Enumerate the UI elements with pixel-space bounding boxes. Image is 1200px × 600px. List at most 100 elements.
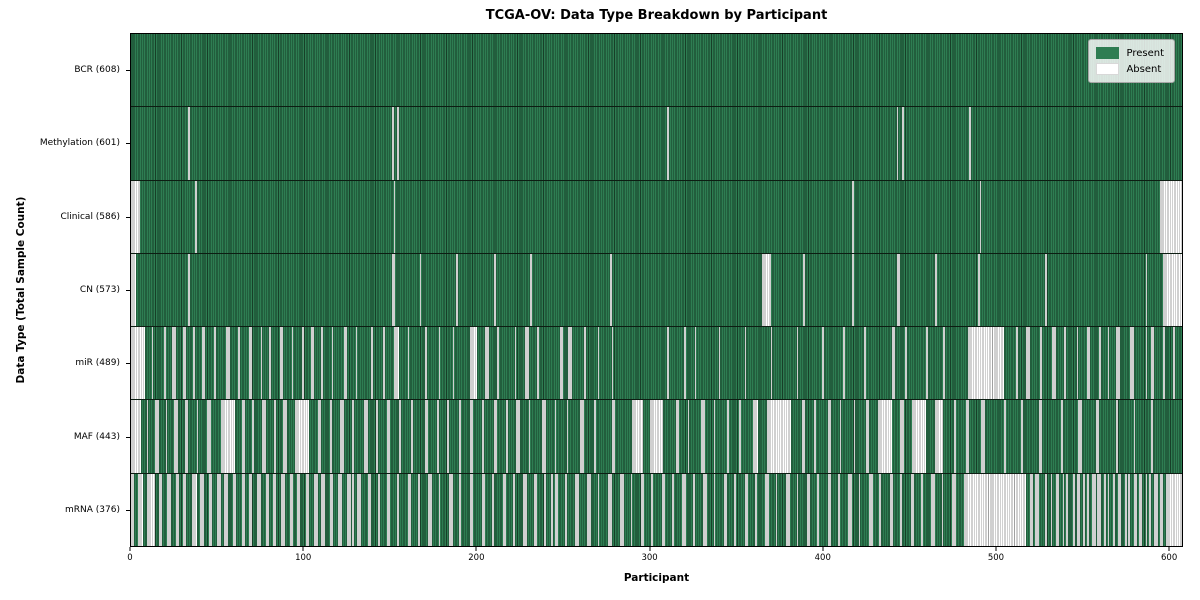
absent-segment bbox=[376, 400, 379, 473]
absent-segment bbox=[718, 327, 721, 400]
absent-segment bbox=[260, 327, 263, 400]
absent-segment bbox=[296, 473, 301, 546]
absent-segment bbox=[191, 473, 197, 546]
absent-segment bbox=[1133, 400, 1136, 473]
absent-segment bbox=[713, 400, 716, 473]
absent-segment bbox=[398, 400, 401, 473]
absent-segment bbox=[481, 473, 486, 546]
absent-segment bbox=[252, 400, 254, 473]
absent-segment bbox=[1062, 473, 1065, 546]
y-tick-label-miR: miR (489) bbox=[75, 358, 120, 369]
absent-segment bbox=[926, 327, 928, 400]
absent-segment bbox=[817, 473, 819, 546]
absent-segment bbox=[630, 473, 633, 546]
absent-segment bbox=[896, 253, 901, 327]
absent-segment bbox=[865, 400, 870, 473]
absent-segment bbox=[978, 253, 980, 327]
absent-segment bbox=[611, 327, 614, 400]
absent-segment bbox=[257, 473, 261, 546]
absent-segment bbox=[1116, 400, 1119, 473]
absent-segment bbox=[279, 327, 284, 400]
absent-segment bbox=[839, 400, 842, 473]
absent-segment bbox=[265, 473, 270, 546]
x-tick-label-100: 100 bbox=[295, 553, 312, 563]
absent-segment bbox=[424, 400, 429, 473]
absent-segment bbox=[459, 400, 462, 473]
absent-segment bbox=[438, 327, 441, 400]
absent-segment bbox=[583, 327, 586, 400]
absent-segment bbox=[497, 327, 500, 400]
absent-segment bbox=[469, 327, 477, 400]
x-tick-mark bbox=[1168, 547, 1170, 551]
absent-segment bbox=[492, 473, 494, 546]
y-tick-mark bbox=[126, 143, 130, 145]
y-tick-label-mRNA: mRNA (376) bbox=[65, 505, 120, 516]
absent-segment bbox=[1133, 473, 1138, 546]
absent-segment bbox=[796, 473, 799, 546]
absent-segment bbox=[386, 473, 391, 546]
absent-segment bbox=[331, 327, 334, 400]
absent-segment bbox=[352, 400, 354, 473]
absent-segment bbox=[910, 473, 915, 546]
absent-segment bbox=[269, 327, 271, 400]
absent-segment bbox=[1138, 473, 1143, 546]
y-axis-labels: BCR (608) Methylation (601) Clinical (586)… bbox=[0, 33, 130, 547]
absent-segment bbox=[891, 327, 896, 400]
y-tick-label-BCR: BCR (608) bbox=[74, 64, 120, 75]
absent-segment bbox=[291, 327, 294, 400]
absent-segment bbox=[419, 253, 422, 327]
absent-segment bbox=[851, 180, 854, 253]
absent-segment bbox=[1124, 473, 1127, 546]
absent-segment bbox=[666, 107, 669, 180]
absent-segment bbox=[238, 327, 240, 400]
absent-segment bbox=[281, 473, 285, 546]
absent-segment bbox=[283, 400, 287, 473]
absent-segment bbox=[739, 400, 742, 473]
absent-segment bbox=[1016, 327, 1018, 400]
absent-segment bbox=[386, 400, 391, 473]
absent-segment bbox=[694, 327, 697, 400]
absent-segment bbox=[355, 327, 358, 400]
absent-segment bbox=[934, 253, 937, 327]
absent-segment bbox=[131, 400, 142, 473]
absent-segment bbox=[347, 473, 351, 546]
x-tick-label-600: 600 bbox=[1161, 553, 1178, 563]
absent-segment bbox=[965, 400, 970, 473]
absent-segment bbox=[744, 327, 747, 400]
absent-segment bbox=[248, 473, 252, 546]
absent-segment bbox=[378, 473, 380, 546]
absent-segment bbox=[931, 473, 935, 546]
absent-segment bbox=[1050, 473, 1053, 546]
absent-segment bbox=[188, 107, 190, 180]
absent-segment bbox=[452, 327, 455, 400]
absent-segment bbox=[1173, 327, 1176, 400]
absent-segment bbox=[371, 327, 373, 400]
absent-segment bbox=[1099, 327, 1101, 400]
absent-segment bbox=[661, 473, 666, 546]
absent-segment bbox=[703, 473, 707, 546]
absent-segment bbox=[608, 473, 612, 546]
absent-segment bbox=[392, 107, 394, 180]
absent-segment bbox=[481, 400, 484, 473]
absent-segment bbox=[1118, 473, 1122, 546]
y-tick-label-Methylation: Methylation (601) bbox=[39, 138, 120, 149]
absent-segment bbox=[514, 327, 517, 400]
absent-segment bbox=[967, 327, 1004, 400]
absent-segment bbox=[1064, 327, 1067, 400]
absent-segment bbox=[200, 473, 204, 546]
absent-segment bbox=[905, 327, 908, 400]
x-tick-mark bbox=[995, 547, 997, 551]
absent-segment bbox=[1052, 327, 1056, 400]
absent-segment bbox=[1055, 473, 1060, 546]
absent-segment bbox=[165, 400, 168, 473]
absent-segment bbox=[848, 473, 852, 546]
absent-segment bbox=[155, 400, 159, 473]
absent-segment bbox=[272, 473, 277, 546]
absent-segment bbox=[383, 327, 386, 400]
absent-segment bbox=[241, 473, 246, 546]
absent-segment bbox=[1060, 400, 1063, 473]
absent-segment bbox=[1083, 473, 1086, 546]
absent-segment bbox=[217, 473, 221, 546]
absent-segment bbox=[649, 400, 664, 473]
absent-segment bbox=[554, 473, 558, 546]
